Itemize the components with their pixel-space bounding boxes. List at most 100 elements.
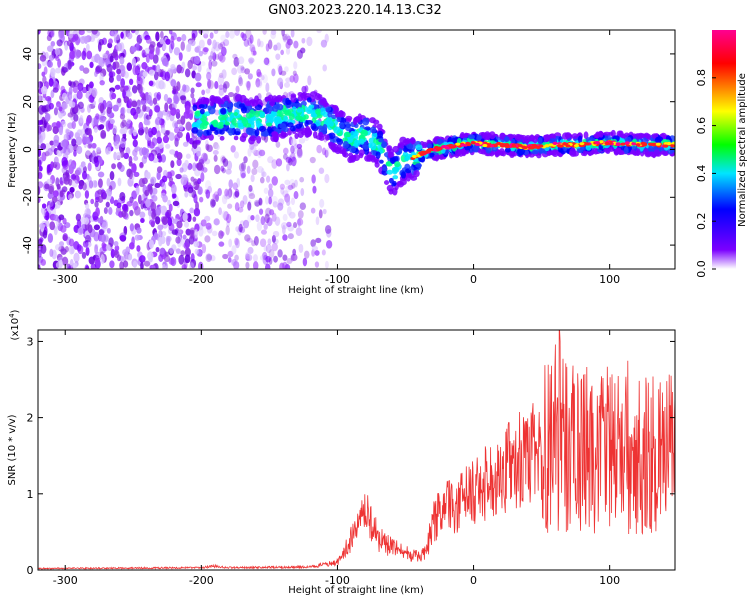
ridge-cell — [271, 131, 278, 137]
ridge-cell — [366, 154, 373, 162]
noise-cell — [293, 40, 299, 49]
ridge-peak-cell — [528, 145, 534, 149]
noise-cell — [189, 229, 194, 240]
noise-cell — [136, 245, 141, 252]
noise-cell — [129, 223, 135, 232]
ridge-cell — [386, 169, 394, 175]
ridge-cell — [317, 132, 324, 137]
noise-cell — [172, 120, 178, 129]
noise-cell — [254, 201, 260, 207]
ridge-cell — [510, 138, 516, 144]
noise-cell — [247, 214, 252, 224]
noise-cell — [155, 31, 160, 42]
noise-cell — [198, 39, 205, 49]
noise-cell — [103, 207, 108, 215]
noise-cell — [271, 176, 278, 186]
ridge-cell — [309, 109, 317, 114]
noise-cell — [38, 63, 42, 70]
noise-cell — [154, 105, 161, 113]
noise-cell — [46, 34, 52, 42]
ridge-peak-cell — [635, 143, 641, 147]
noise-cell — [51, 195, 58, 203]
ridge-cell — [304, 93, 312, 98]
noise-cell — [294, 179, 298, 188]
noise-cell — [264, 213, 270, 224]
noise-cell — [153, 71, 159, 81]
ridge-peak-cell — [433, 145, 439, 150]
ridge-peak-cell — [548, 143, 554, 147]
colorbar-label: Normalized spectral amplitude — [737, 73, 748, 227]
ridge-peak-cell — [573, 144, 579, 148]
ridge-cell — [280, 130, 287, 138]
noise-cell — [238, 223, 243, 233]
noise-cell — [282, 35, 288, 43]
noise-cell — [99, 103, 104, 114]
noise-cell — [196, 162, 203, 171]
ridge-cell — [212, 119, 219, 128]
noise-cell — [202, 30, 209, 36]
noise-cell — [108, 75, 114, 83]
noise-cell — [260, 229, 267, 235]
noise-cell — [234, 254, 239, 261]
ridge-cell — [219, 129, 225, 135]
noise-cell — [108, 237, 114, 248]
noise-cell — [282, 234, 288, 241]
noise-cell — [156, 166, 163, 174]
noise-cell — [77, 101, 84, 110]
noise-cell — [164, 251, 169, 257]
noise-cell — [220, 231, 225, 237]
noise-cell — [296, 143, 303, 149]
ridge-cell — [504, 147, 511, 153]
noise-cell — [284, 33, 290, 39]
noise-cell — [156, 91, 162, 100]
noise-cell — [46, 178, 53, 185]
noise-cell — [258, 149, 266, 157]
noise-cell — [137, 194, 142, 205]
noise-cell — [78, 30, 85, 36]
ridge-cell — [336, 116, 342, 123]
noise-cell — [161, 70, 167, 81]
spectrogram-heatmap — [38, 30, 675, 269]
noise-cell — [161, 175, 168, 183]
noise-cell — [87, 224, 93, 234]
noise-cell — [143, 260, 151, 267]
noise-cell — [148, 69, 156, 76]
noise-cell — [197, 63, 202, 73]
noise-cell — [221, 167, 226, 174]
noise-cell — [292, 248, 297, 256]
noise-cell — [279, 262, 285, 269]
noise-cell — [102, 53, 108, 59]
noise-cell — [61, 186, 68, 193]
ridge-cell — [274, 116, 281, 124]
ridge-peak-cell — [411, 154, 417, 159]
noise-cell — [58, 126, 63, 136]
x-tick-label: -100 — [325, 273, 350, 286]
noise-cell — [171, 184, 177, 194]
noise-cell — [274, 216, 281, 226]
noise-cell — [204, 235, 211, 243]
noise-cell — [322, 64, 327, 72]
ridge-cell — [254, 129, 260, 137]
ridge-cell — [249, 135, 257, 142]
ridge-cell — [191, 126, 199, 134]
noise-cell — [282, 254, 288, 261]
noise-cell — [210, 198, 216, 208]
noise-cell — [193, 55, 201, 65]
ridge-peak-cell — [440, 145, 446, 149]
noise-cell — [205, 222, 212, 230]
ridge-cell — [328, 132, 336, 139]
ridge-cell — [209, 95, 216, 103]
ridge-cell — [585, 144, 592, 151]
noise-cell — [281, 224, 286, 235]
noise-cell — [275, 141, 281, 148]
ridge-peak-cell — [615, 142, 621, 146]
noise-cell — [182, 212, 188, 222]
noise-cell — [47, 148, 53, 156]
ridge-peak-cell — [492, 144, 498, 148]
ridge-cell — [200, 96, 207, 105]
noise-cell — [81, 251, 87, 259]
noise-cell — [132, 139, 138, 148]
ridge-cell — [334, 146, 342, 155]
noise-cell — [52, 139, 60, 147]
